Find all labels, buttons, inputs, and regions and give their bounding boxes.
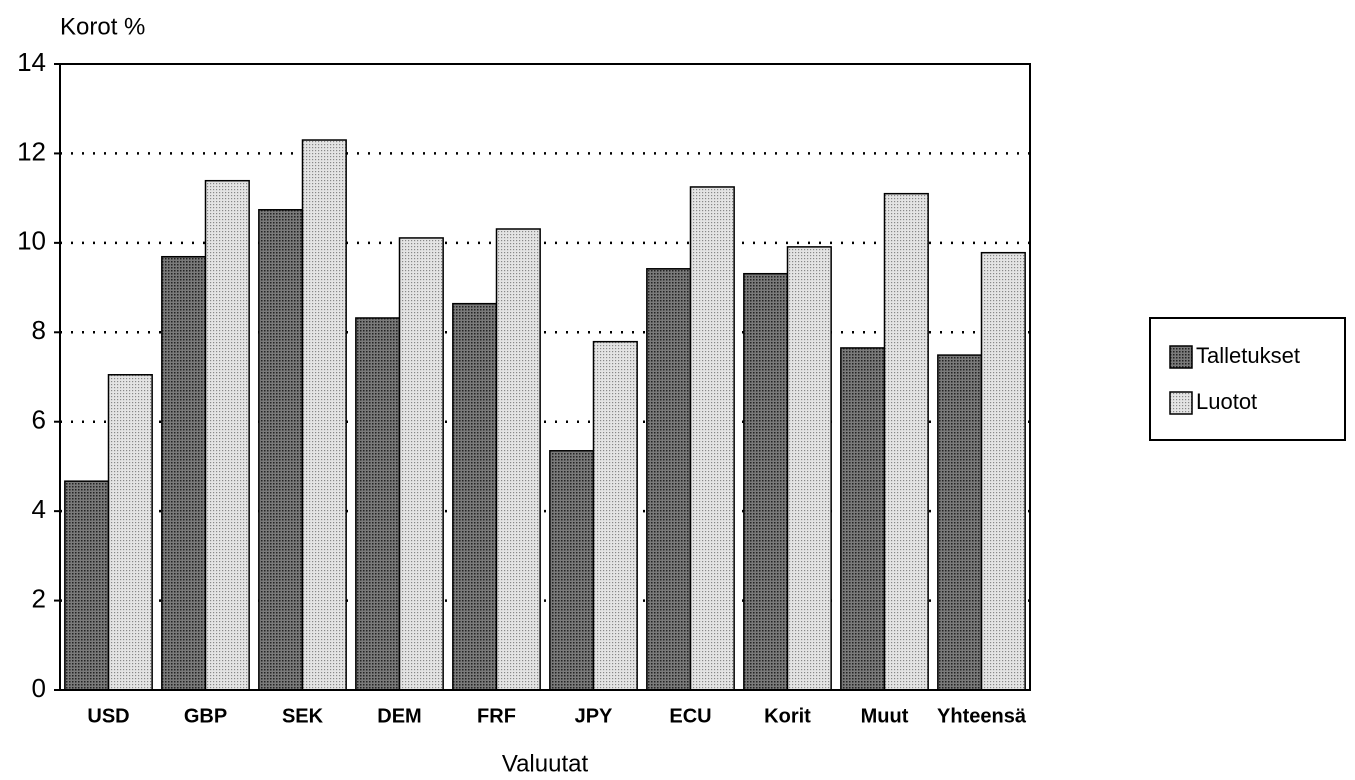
- bar: [549, 450, 595, 691]
- legend-label: Luotot: [1196, 389, 1257, 414]
- x-tick-label: ECU: [669, 705, 711, 727]
- x-tick-label: USD: [87, 705, 129, 727]
- legend-swatch: [1169, 345, 1193, 369]
- plot-frame: [59, 63, 1031, 691]
- bar: [786, 246, 832, 691]
- x-tick-label: JPY: [575, 705, 613, 727]
- x-axis-title: Valuutat: [502, 750, 589, 777]
- x-tick-label: Yhteensä: [937, 705, 1027, 727]
- legend-box: [1149, 317, 1346, 441]
- bar: [646, 268, 692, 691]
- bar: [204, 179, 250, 691]
- x-tick-label: GBP: [184, 705, 227, 727]
- bar: [689, 186, 735, 691]
- bar: [937, 354, 983, 691]
- legend-swatch: [1169, 391, 1193, 415]
- bar: [398, 237, 444, 691]
- bar: [840, 347, 886, 691]
- legend-label: Talletukset: [1196, 343, 1300, 368]
- bar: [592, 340, 638, 691]
- bar: [258, 209, 304, 691]
- y-tick-label: 0: [32, 673, 46, 703]
- bar: [301, 139, 347, 691]
- x-tick-label: Korit: [764, 705, 811, 727]
- bar: [495, 228, 541, 691]
- bar: [452, 302, 498, 691]
- bar: [355, 317, 401, 691]
- y-tick-label: 6: [32, 405, 46, 435]
- bar: [64, 480, 110, 691]
- y-tick-label: 2: [32, 583, 46, 613]
- y-tick-label: 14: [17, 47, 46, 77]
- bar: [107, 374, 153, 691]
- x-tick-label: Muut: [861, 705, 909, 727]
- y-axis-title: Korot %: [60, 13, 145, 40]
- y-tick-label: 8: [32, 315, 46, 345]
- bar: [883, 192, 929, 691]
- x-tick-label: FRF: [477, 705, 516, 727]
- y-tick-label: 12: [17, 136, 46, 166]
- bar: [161, 255, 207, 691]
- y-tick-label: 10: [17, 226, 46, 256]
- bar: [743, 272, 789, 691]
- x-tick-label: DEM: [377, 705, 421, 727]
- y-tick-label: 4: [32, 494, 46, 524]
- x-tick-label: SEK: [282, 705, 324, 727]
- bar: [980, 251, 1026, 691]
